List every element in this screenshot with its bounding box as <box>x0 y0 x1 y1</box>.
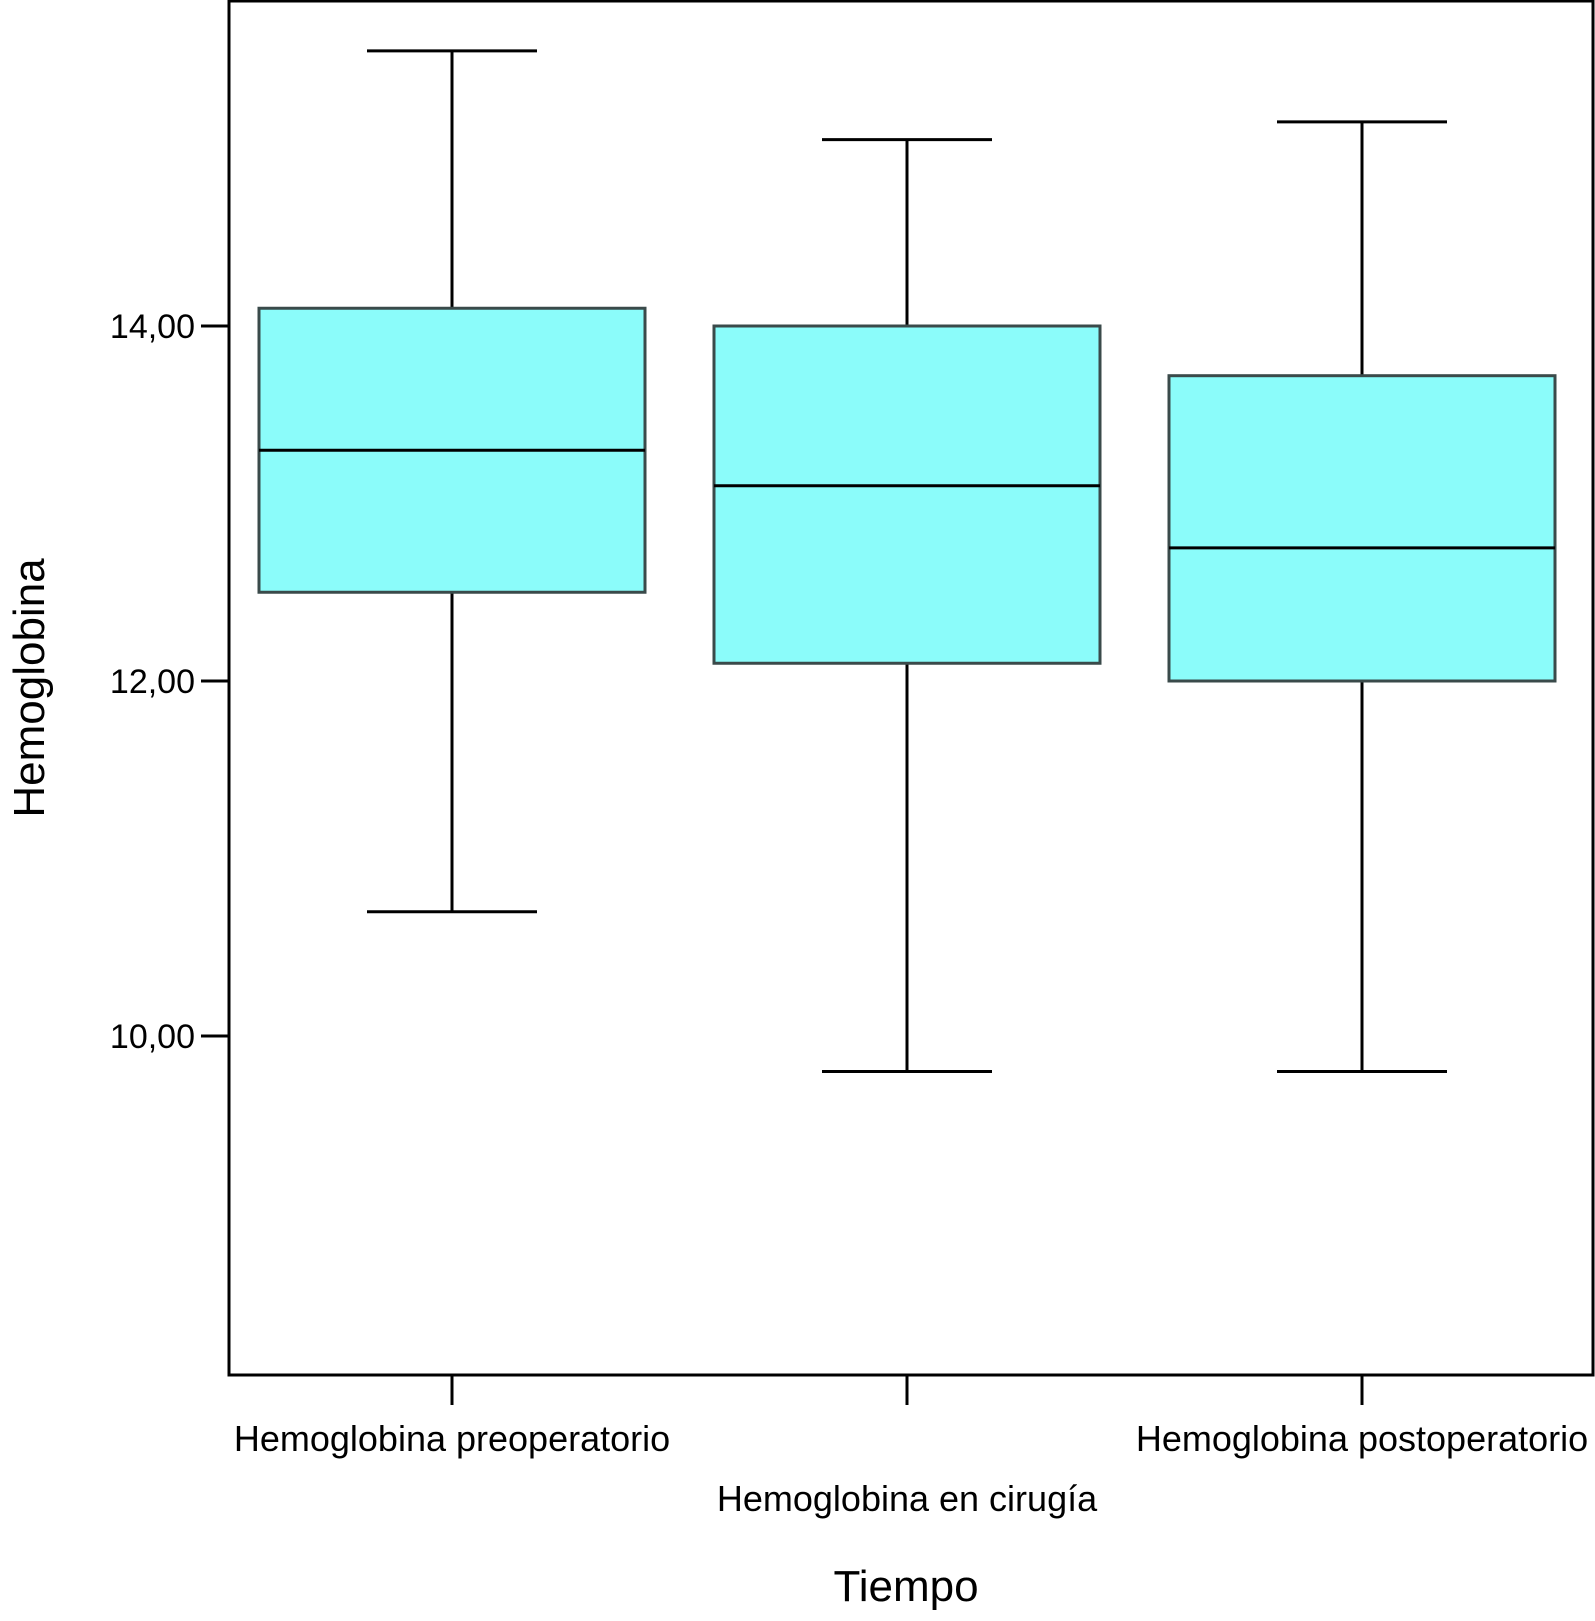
y-tick-label: 14,00 <box>110 308 195 346</box>
iqr-box <box>1167 374 1557 683</box>
plot-frame <box>227 0 1595 1377</box>
x-tick-label: Hemoglobina postoperatorio <box>1136 1418 1588 1459</box>
y-axis: 10,00 12,00 14,00 <box>110 308 229 1056</box>
y-axis-title: Hemoglobina <box>5 558 54 818</box>
x-axis-title: Tiempo <box>833 1562 978 1611</box>
y-tick-label: 10,00 <box>110 1018 195 1056</box>
x-tick-label: Hemoglobina preoperatorio <box>234 1418 670 1459</box>
boxes-layer <box>257 49 1557 1073</box>
box-group <box>257 49 647 914</box>
box-group <box>1167 120 1557 1073</box>
iqr-box <box>712 324 1102 665</box>
x-tick-label: Hemoglobina en cirugía <box>717 1478 1098 1519</box>
y-tick-label: 12,00 <box>110 663 195 701</box>
x-axis: Hemoglobina preoperatorio Hemoglobina en … <box>234 1375 1588 1519</box>
box-group <box>712 138 1102 1073</box>
